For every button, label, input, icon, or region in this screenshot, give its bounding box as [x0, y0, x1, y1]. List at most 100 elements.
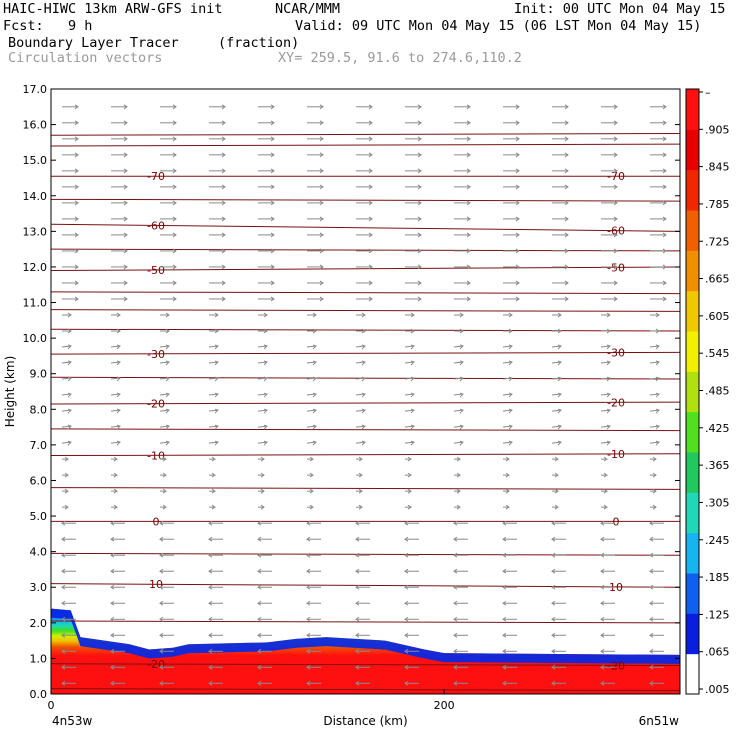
vector-arrowhead: [603, 488, 608, 494]
vector-arrowhead: [456, 456, 461, 462]
vector-arrowhead: [172, 136, 177, 142]
vector-arrowhead: [600, 568, 605, 574]
vector-arrow: [208, 409, 219, 412]
vector-arrowhead: [61, 536, 66, 542]
vector-arrowhead: [551, 664, 556, 670]
vector-arrowhead: [600, 616, 605, 622]
vector-arrowhead: [312, 408, 317, 414]
vector-arrowhead: [355, 600, 360, 606]
vector-arrowhead: [557, 360, 562, 366]
vector-arrowhead: [208, 664, 213, 670]
colorbar-segment: [686, 411, 699, 453]
vector-arrowhead: [355, 680, 360, 686]
vector-arrowhead: [123, 200, 128, 206]
colorbar-label: .065: [705, 646, 730, 659]
vector-arrowhead: [312, 440, 317, 446]
vector-arrowhead: [502, 680, 507, 686]
vector-arrowhead: [64, 472, 69, 478]
vector-arrowhead: [459, 312, 464, 318]
vector-arrow: [355, 425, 366, 428]
vector-arrowhead: [515, 104, 520, 110]
vector-arrowhead: [61, 520, 66, 526]
vector-arrow: [551, 425, 562, 428]
vector-arrow: [404, 345, 415, 348]
vector-arrowhead: [64, 504, 69, 510]
vector-arrowhead: [417, 184, 422, 190]
vector-arrowhead: [613, 104, 618, 110]
vector-arrowhead: [453, 568, 458, 574]
vector-arrow: [61, 361, 72, 364]
vector-arrow: [649, 361, 660, 364]
vector-arrowhead: [554, 504, 559, 510]
colorbar-label: .125: [705, 608, 730, 621]
vector-arrowhead: [655, 392, 660, 398]
vector-arrowhead: [466, 248, 471, 254]
vector-arrow: [257, 425, 268, 428]
vector-arrowhead: [306, 536, 311, 542]
vector-arrow: [110, 425, 121, 428]
vector-arrowhead: [165, 408, 170, 414]
vector-arrowhead: [508, 392, 513, 398]
vector-arrowhead: [649, 680, 654, 686]
vector-arrowhead: [551, 536, 556, 542]
vector-arrowhead: [270, 216, 275, 222]
vector-arrowhead: [172, 296, 177, 302]
vector-arrowhead: [417, 200, 422, 206]
vector-arrowhead: [257, 552, 262, 558]
vector-arrowhead: [502, 664, 507, 670]
field-name: Boundary Layer Tracer: [8, 35, 179, 51]
vector-arrowhead: [123, 136, 128, 142]
vector-arrowhead: [270, 280, 275, 286]
vector-arrow: [453, 361, 464, 364]
vector-arrowhead: [208, 584, 213, 590]
vector-arrowhead: [466, 136, 471, 142]
vector-arrowhead: [214, 328, 219, 334]
vector-arrowhead: [600, 632, 605, 638]
vector-arrowhead: [123, 264, 128, 270]
vector-arrowhead: [172, 152, 177, 158]
vector-arrowhead: [515, 184, 520, 190]
vector-arrowhead: [309, 488, 314, 494]
vector-arrowhead: [110, 616, 115, 622]
vector-arrowhead: [221, 184, 226, 190]
vector-arrowhead: [551, 648, 556, 654]
vector-arrowhead: [270, 296, 275, 302]
vector-arrowhead: [404, 552, 409, 558]
vector-arrow: [404, 409, 415, 412]
vector-arrow: [600, 425, 611, 428]
vector-arrowhead: [649, 600, 654, 606]
vector-arrowhead: [306, 552, 311, 558]
vector-arrowhead: [74, 120, 79, 126]
vector-arrowhead: [172, 248, 177, 254]
vector-arrowhead: [459, 392, 464, 398]
vector-arrowhead: [159, 584, 164, 590]
vector-arrowhead: [221, 216, 226, 222]
contour-label: -70: [147, 170, 165, 183]
vector-arrowhead: [613, 184, 618, 190]
vector-arrowhead: [123, 152, 128, 158]
vector-arrowhead: [417, 136, 422, 142]
vector-arrowhead: [221, 264, 226, 270]
vector-arrow: [110, 345, 121, 348]
vector-arrowhead: [368, 232, 373, 238]
vector-arrowhead: [649, 616, 654, 622]
contour-label: 10: [149, 578, 163, 591]
field-units: (fraction): [218, 35, 300, 51]
vector-arrowhead: [603, 456, 608, 462]
vector-arrow: [159, 377, 170, 380]
vector-arrowhead: [515, 168, 520, 174]
colorbar-label: .245: [705, 534, 730, 547]
vector-arrowhead: [417, 104, 422, 110]
vector-arrowhead: [662, 136, 667, 142]
colorbar-segment: [686, 210, 699, 251]
vector-arrowhead: [214, 376, 219, 382]
vector-arrow: [257, 361, 268, 364]
vector-arrow: [61, 441, 72, 444]
vector-arrowhead: [564, 264, 569, 270]
vector-arrow: [649, 377, 660, 380]
vector-arrowhead: [515, 136, 520, 142]
vector-arrowhead: [74, 136, 79, 142]
vector-arrowhead: [159, 648, 164, 654]
vector-arrowhead: [662, 184, 667, 190]
vector-arrowhead: [214, 408, 219, 414]
